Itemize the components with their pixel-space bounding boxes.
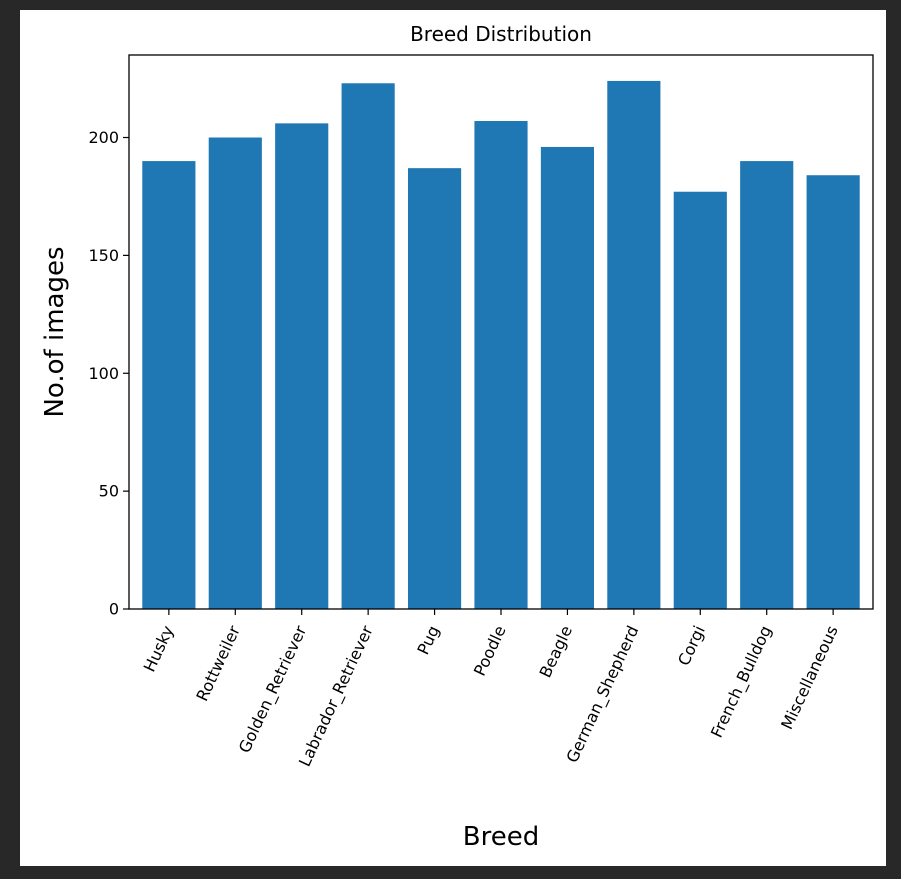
y-axis-ticks: 0 50 100 150 200 [88, 128, 129, 619]
x-tick-label: Poodle [470, 623, 510, 679]
x-tick-label: Golden_Retriever [235, 622, 312, 756]
x-tick-label: Pug [413, 623, 443, 658]
x-tick-label: French_Bulldog [707, 623, 776, 741]
bar-french-bulldog [740, 161, 794, 609]
bar-german-shepherd [607, 80, 661, 610]
bar-corgi [673, 191, 727, 609]
x-axis-label: Breed [463, 822, 539, 852]
y-tick-label: 200 [88, 128, 119, 147]
bars-group [142, 80, 860, 610]
y-tick-label: 100 [88, 364, 119, 383]
x-tick-label: Labrador_Retriever [295, 622, 378, 770]
chart-figure: Breed Distribution 0 50 100 150 200 Husky Rot… [20, 10, 886, 866]
x-tick-label: German_Shepherd [562, 623, 643, 766]
bar-rottweiler [208, 137, 262, 610]
y-tick-label: 0 [109, 600, 119, 619]
y-axis-label: No.of images [40, 246, 70, 417]
x-tick-label: Husky [140, 623, 178, 675]
chart-title: Breed Distribution [410, 22, 592, 46]
x-tick-label: Miscellaneous [777, 623, 842, 733]
x-tick-label: Beagle [536, 623, 576, 681]
bar-golden-retriever [275, 123, 329, 609]
x-tick-label: Rottweiler [192, 622, 244, 704]
bar-poodle [474, 121, 528, 609]
y-tick-label: 150 [88, 246, 119, 265]
bar-miscellaneous [806, 175, 860, 609]
bar-beagle [540, 146, 594, 609]
bar-pug [408, 168, 462, 609]
x-axis-ticks: Husky RottweilerGolden_RetrieverLabrador_… [140, 609, 842, 770]
bar-chart: Breed Distribution 0 50 100 150 200 Husky Rot… [40, 22, 874, 852]
plot-frame [128, 54, 874, 610]
y-tick-label: 50 [99, 482, 119, 501]
bar-husky [142, 161, 196, 609]
x-tick-label: Corgi [674, 623, 709, 669]
bar-labrador-retriever [341, 83, 395, 609]
